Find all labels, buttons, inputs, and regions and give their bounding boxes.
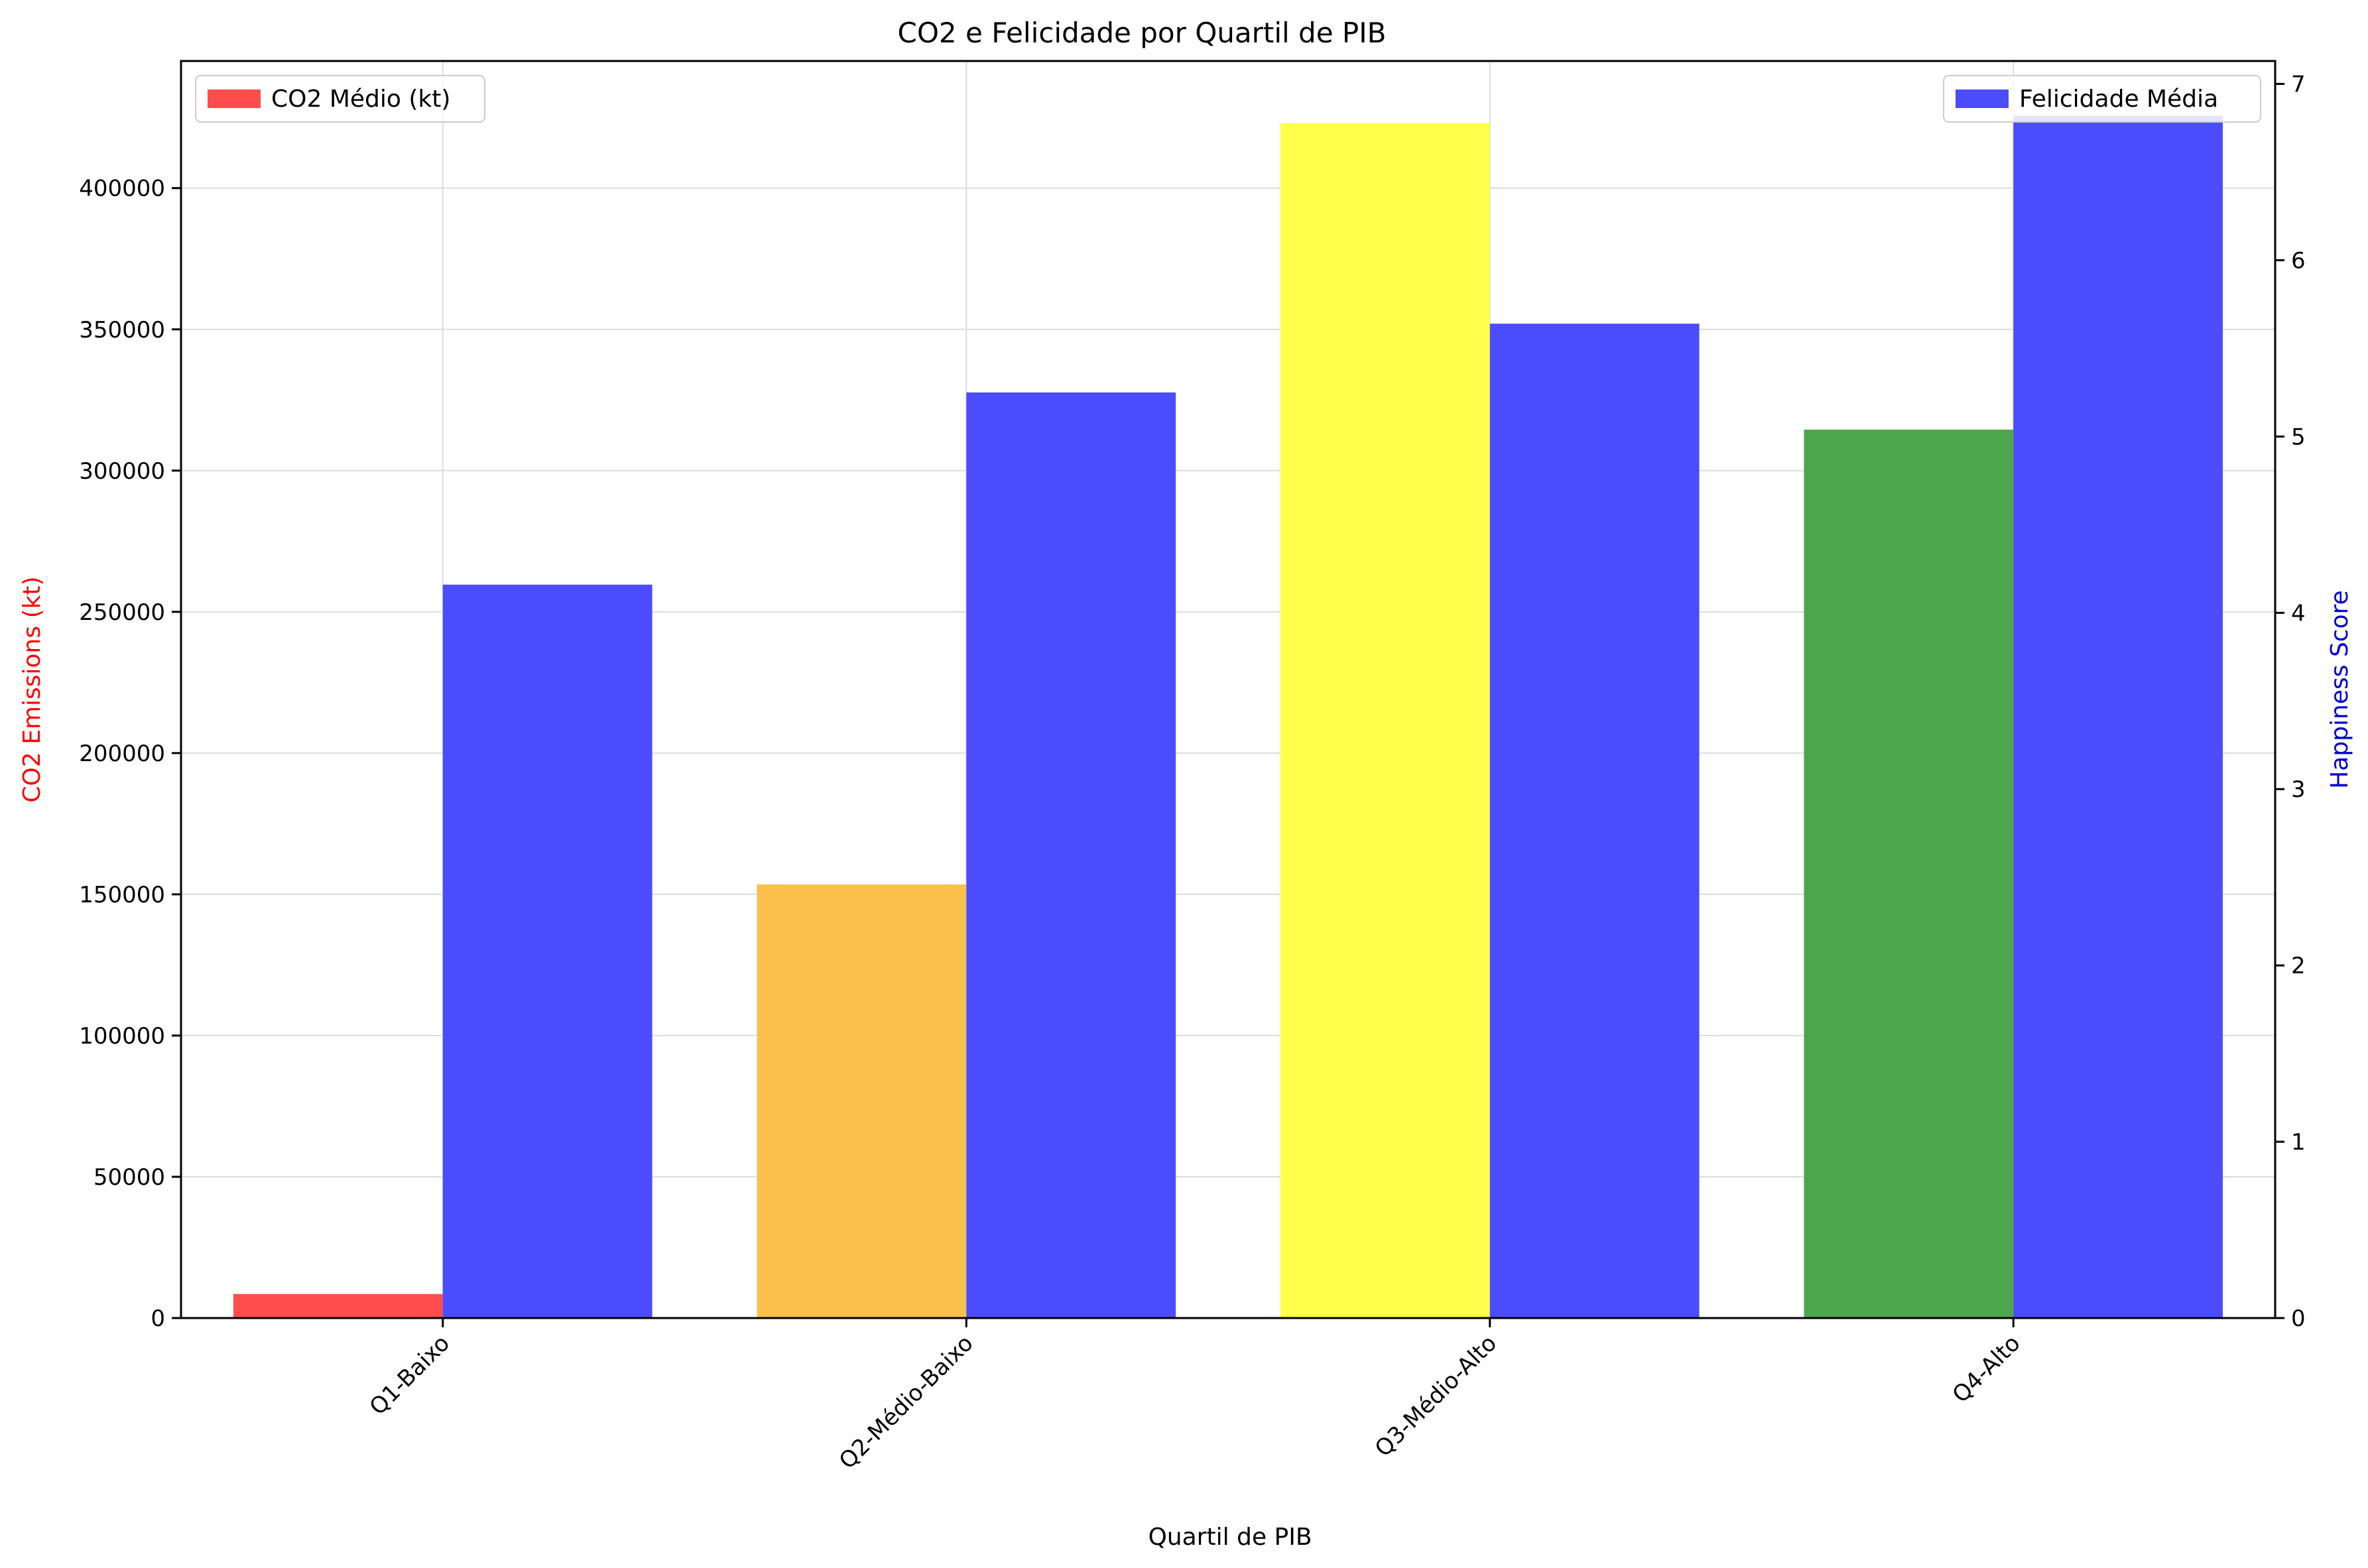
y2-axis-title: Happiness Score bbox=[2326, 590, 2353, 789]
y2-tick-label: 5 bbox=[2291, 424, 2306, 450]
y-tick-label: 150000 bbox=[79, 882, 165, 908]
y-tick-label: 50000 bbox=[93, 1164, 165, 1191]
y-tick-label: 400000 bbox=[79, 176, 165, 202]
y-tick-label: 200000 bbox=[79, 741, 165, 767]
legends: CO2 Médio (kt) Felicidade Média bbox=[195, 75, 2261, 123]
legend-swatch bbox=[1956, 90, 2009, 108]
y2-tick-label: 2 bbox=[2291, 953, 2306, 979]
bars bbox=[233, 115, 2223, 1319]
y2-tick-label: 6 bbox=[2291, 247, 2306, 274]
y2-tick-label: 7 bbox=[2291, 72, 2306, 98]
happiness-bar bbox=[2013, 115, 2223, 1318]
co2-bar bbox=[1804, 430, 2014, 1318]
plot-frame bbox=[180, 60, 2276, 1319]
happiness-bar bbox=[442, 584, 653, 1319]
legend-box bbox=[1943, 75, 2261, 123]
y-axis-title: CO2 Emissions (kt) bbox=[19, 576, 46, 802]
legend-label: CO2 Médio (kt) bbox=[271, 86, 450, 113]
y-tick-label: 0 bbox=[151, 1305, 165, 1332]
co2-bar bbox=[233, 1294, 443, 1318]
y2-tick-label: 0 bbox=[2291, 1305, 2306, 1332]
co2-bar bbox=[757, 884, 967, 1318]
y-tick-label: 300000 bbox=[79, 458, 165, 485]
happiness-bar bbox=[1489, 324, 1700, 1319]
y-tick-label: 250000 bbox=[79, 599, 165, 626]
legend-label: Felicidade Média bbox=[2019, 86, 2218, 113]
y2-tick-label: 4 bbox=[2291, 600, 2306, 627]
legend-swatch bbox=[208, 90, 261, 108]
happiness-bar bbox=[966, 392, 1176, 1319]
y-tick-label: 350000 bbox=[79, 317, 165, 343]
x-axis-title: Quartil de PIB bbox=[1148, 1524, 1312, 1551]
y-tick-label: 100000 bbox=[79, 1023, 165, 1050]
y2-tick-label: 1 bbox=[2291, 1129, 2306, 1156]
legend-box bbox=[195, 75, 485, 123]
y2-tick-label: 3 bbox=[2291, 776, 2306, 803]
co2-bar bbox=[1280, 123, 1490, 1318]
chart-title: CO2 e Felicidade por Quartil de PIB bbox=[898, 17, 1387, 49]
